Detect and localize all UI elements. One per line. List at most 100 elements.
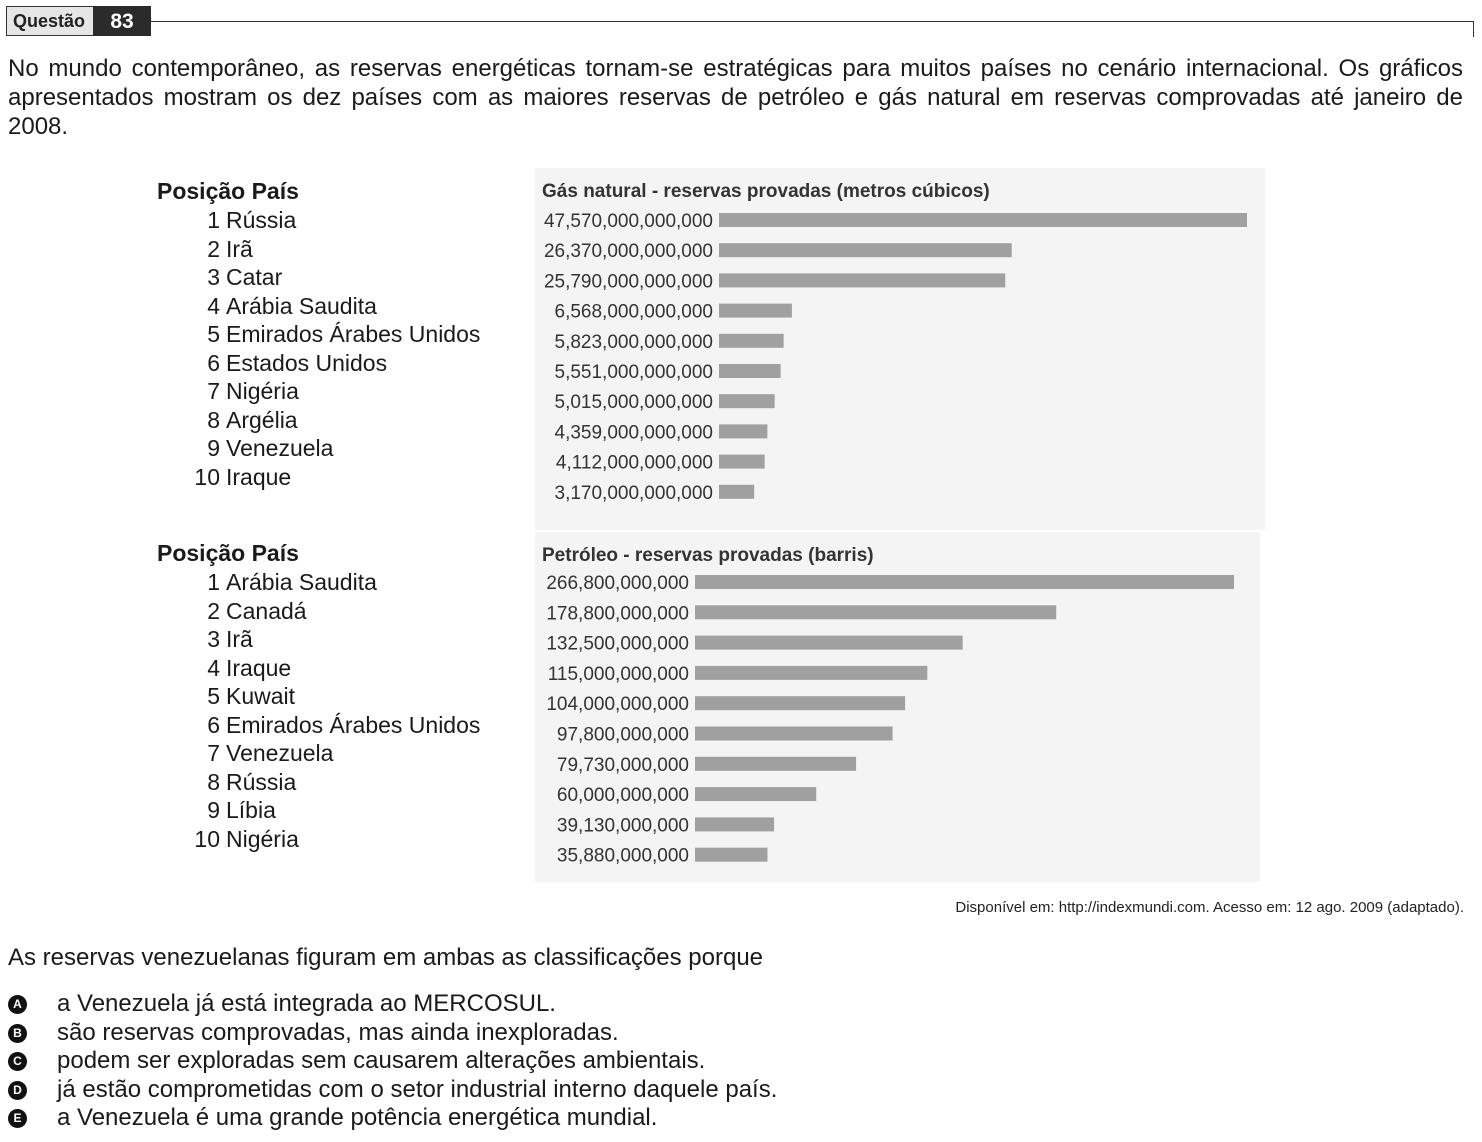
bar-value-label: 6,568,000,000,000 xyxy=(555,302,714,323)
rank-position: 1 xyxy=(207,207,220,233)
bar xyxy=(695,575,1234,589)
country-name: Irã xyxy=(226,626,253,652)
country-name: Iraque xyxy=(226,463,292,490)
country-name: Líbia xyxy=(226,797,276,823)
question-stem: As reservas venezuelanas figuram em amba… xyxy=(8,944,764,971)
option-letter-badge: A xyxy=(8,995,27,1014)
rank-position: 3 xyxy=(207,264,220,290)
rank-position: 6 xyxy=(207,349,220,376)
country-name: Nigéria xyxy=(226,378,299,404)
bar xyxy=(695,605,1057,620)
rank-position: 5 xyxy=(207,683,220,709)
country-name: Catar xyxy=(226,264,283,290)
table-row: 8 Rússia xyxy=(157,768,480,797)
bar xyxy=(719,424,768,439)
bar-value-label: 47,570,000,000,000 xyxy=(544,211,713,232)
bar-value-label: 35,880,000,000 xyxy=(557,846,689,867)
chart-title: Petróleo - reservas provadas (barris) xyxy=(542,545,874,566)
table-row: 9 Líbia xyxy=(157,796,480,825)
table-row: 2 Irã xyxy=(157,235,480,264)
oil-chart-panel: Petróleo - reservas provadas (barris) 266… xyxy=(535,532,1260,882)
country-name: Nigéria xyxy=(226,825,299,852)
option-text: a Venezuela já está integrada ao MERCOSU… xyxy=(57,990,556,1017)
option-letter-badge: B xyxy=(8,1023,27,1043)
table-row: 5 Kuwait xyxy=(157,682,480,711)
table-row: 10 Nigéria xyxy=(157,825,480,854)
oil-reserves-chart: Petróleo - reservas provadas (barris) 266… xyxy=(542,545,1234,867)
country-name: Arábia Saudita xyxy=(226,569,377,595)
bar xyxy=(719,484,755,499)
bar xyxy=(695,847,768,862)
bar-value-label: 132,500,000,000 xyxy=(546,634,689,655)
option-letter-badge: D xyxy=(8,1080,27,1100)
rank-position: 2 xyxy=(207,597,220,624)
bar xyxy=(695,787,817,802)
rank-position: 7 xyxy=(207,740,220,766)
oil-ranking-table: Posição País 1 Arábia Saudita 2 Canadá 3 Irã 4… xyxy=(157,538,480,853)
bar-value-label: 5,823,000,000,000 xyxy=(555,332,714,353)
bar-value-label: 97,800,000,000 xyxy=(557,725,689,746)
rank-position: 3 xyxy=(207,626,220,652)
option-text: a Venezuela é uma grande potência energé… xyxy=(57,1104,658,1131)
question-label: Questão xyxy=(6,6,94,36)
intro-text: No mundo contemporâneo, as reservas ener… xyxy=(8,55,1463,140)
bar-value-label: 3,170,000,000,000 xyxy=(555,483,714,504)
rank-position: 7 xyxy=(207,378,220,404)
option-letter-badge: E xyxy=(8,1109,27,1128)
gas-ranking-table: Posição País 1 Rússia 2 Irã 3 Catar 4 Arábia Sa… xyxy=(157,176,480,491)
rank-position: 8 xyxy=(207,406,220,433)
bar-value-label: 60,000,000,000 xyxy=(557,785,689,806)
table-row: 3 Catar xyxy=(157,263,480,292)
country-name: Iraque xyxy=(226,654,292,681)
source-citation: Disponível em: http://indexmundi.com. Ac… xyxy=(955,899,1464,916)
table-row: 3 Irã xyxy=(157,625,480,654)
table-row: 10 Iraque xyxy=(157,463,480,492)
rank-position: 6 xyxy=(207,711,220,738)
table-row: 1 Rússia xyxy=(157,206,480,235)
table-row: 1 Arábia Saudita xyxy=(157,568,480,597)
gas-reserves-chart: Gás natural - reservas provadas (metros … xyxy=(542,181,1247,504)
table-row: 7 Venezuela xyxy=(157,739,480,768)
chart-title: Gás natural - reservas provadas (metros … xyxy=(542,181,990,202)
table-row: 7 Nigéria xyxy=(157,377,480,406)
bar-value-label: 266,800,000,000 xyxy=(546,573,689,594)
bar-value-label: 4,112,000,000,000 xyxy=(556,453,713,474)
table-row: 5 Emirados Árabes Unidos xyxy=(157,320,480,349)
bar-value-label: 115,000,000,000 xyxy=(548,664,689,685)
question-header: Questão 83 xyxy=(6,6,1476,40)
rank-position: 9 xyxy=(207,797,220,823)
country-name: Rússia xyxy=(226,207,297,233)
country-name: Venezuela xyxy=(226,740,334,766)
bar xyxy=(695,756,857,771)
bar xyxy=(719,303,792,318)
table-row: 2 Canadá xyxy=(157,597,480,626)
rank-position: 1 xyxy=(207,569,220,595)
table-row: 6 Estados Unidos xyxy=(157,349,480,378)
table-row: 9 Venezuela xyxy=(157,434,480,463)
country-name: Rússia xyxy=(226,768,297,795)
bar-value-label: 79,730,000,000 xyxy=(557,755,689,776)
country-name: Venezuela xyxy=(226,435,334,461)
option-letter-badge: C xyxy=(8,1052,27,1071)
bar xyxy=(695,696,906,711)
bar-value-label: 26,370,000,000,000 xyxy=(544,241,713,262)
table-row: 8 Argélia xyxy=(157,406,480,435)
rank-position: 2 xyxy=(207,235,220,262)
country-name: Emirados Árabes Unidos xyxy=(226,321,481,347)
bar xyxy=(719,273,1006,288)
gas-chart-panel: Gás natural - reservas provadas (metros … xyxy=(535,168,1265,530)
table-row: 6 Emirados Árabes Unidos xyxy=(157,711,480,740)
bar xyxy=(695,817,775,832)
bar xyxy=(695,726,893,741)
country-name: Canadá xyxy=(226,597,307,624)
country-name: Estados Unidos xyxy=(226,349,388,376)
bar-value-label: 5,015,000,000,000 xyxy=(555,392,714,413)
bar-value-label: 104,000,000,000 xyxy=(546,694,689,715)
rank-position: 8 xyxy=(207,768,220,795)
bar xyxy=(719,454,765,469)
country-name: Kuwait xyxy=(226,683,296,709)
country-name: Arábia Saudita xyxy=(226,292,377,319)
bar xyxy=(719,213,1247,227)
option-text: já estão comprometidas com o setor indus… xyxy=(57,1075,778,1103)
option-text: podem ser exploradas sem causarem altera… xyxy=(57,1047,706,1074)
